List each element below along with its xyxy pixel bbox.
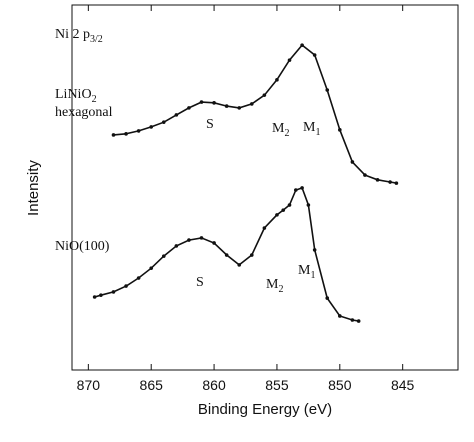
- x-tick-label: 850: [328, 377, 352, 393]
- data-point: [281, 208, 286, 212]
- annotation-subscript: 2: [278, 284, 283, 295]
- data-point: [124, 284, 128, 288]
- data-point: [187, 106, 191, 110]
- data-point: [350, 160, 355, 164]
- spectrum-fit: [94, 186, 359, 322]
- annotation-text: M: [266, 277, 279, 292]
- data-point: [237, 263, 242, 267]
- data-point: [325, 88, 330, 92]
- annotation-text: LiNiO: [55, 87, 92, 102]
- data-point: [149, 125, 154, 129]
- data-point: [224, 253, 229, 257]
- data-point: [149, 266, 154, 270]
- annotation-text: hexagonal: [55, 105, 113, 120]
- annotation-text: S: [196, 275, 204, 290]
- data-point: [161, 120, 166, 124]
- data-point: [212, 101, 216, 105]
- data-point: [306, 203, 311, 207]
- annotation-text: M: [303, 120, 316, 135]
- data-point: [350, 318, 355, 322]
- annotation: M1: [303, 120, 320, 138]
- annotation-subscript: 3/2: [90, 34, 103, 45]
- spectrum-fit: [113, 43, 397, 184]
- data-point: [249, 253, 254, 257]
- data-point: [312, 248, 317, 252]
- annotation-text: M: [272, 121, 285, 136]
- data-point: [249, 102, 254, 106]
- annotation: hexagonal: [55, 105, 113, 120]
- data-point: [99, 293, 103, 297]
- data-point: [388, 180, 392, 184]
- annotation-text: S: [206, 117, 214, 132]
- data-point: [111, 133, 116, 137]
- annotation-subscript: 2: [284, 128, 289, 139]
- data-point: [338, 128, 342, 132]
- annotation: M2: [272, 121, 289, 139]
- x-tick-label: 870: [77, 377, 101, 393]
- x-tick-label: 845: [391, 377, 415, 393]
- data-point: [174, 113, 179, 117]
- annotation: M2: [266, 277, 283, 295]
- data-point: [212, 241, 216, 245]
- x-tick-label: 865: [140, 377, 164, 393]
- data-point: [199, 100, 204, 104]
- data-point: [136, 129, 141, 133]
- data-point: [325, 296, 330, 300]
- data-point: [375, 178, 380, 182]
- data-point: [300, 186, 304, 190]
- data-point: [262, 93, 267, 97]
- data-point: [237, 106, 242, 110]
- annotation: M1: [298, 263, 315, 281]
- x-axis-label: Binding Energy (eV): [198, 401, 332, 418]
- data-point: [199, 236, 204, 240]
- data-point: [262, 226, 267, 230]
- data-point: [275, 213, 279, 217]
- data-point: [92, 295, 97, 299]
- annotation-subscript: 1: [310, 270, 315, 281]
- annotation-text: NiO(100): [55, 239, 110, 254]
- data-point: [300, 43, 304, 47]
- data-point: [174, 244, 179, 248]
- data-point: [363, 173, 367, 177]
- annotation: NiO(100): [55, 239, 110, 254]
- annotation: S: [196, 275, 204, 290]
- data-point: [338, 314, 342, 318]
- data-point: [356, 319, 361, 323]
- annotation: Ni 2 p3/2: [55, 27, 103, 45]
- plot-frame: [71, 4, 459, 371]
- data-point: [394, 181, 399, 185]
- data-point: [294, 188, 298, 192]
- y-axis-label: Intensity: [25, 160, 42, 216]
- data-point: [287, 58, 292, 62]
- annotation: LiNiO2: [55, 87, 97, 105]
- x-tick-label: 860: [202, 377, 226, 393]
- data-point: [312, 53, 317, 57]
- annotation: S: [206, 117, 214, 132]
- annotation-subscript: 2: [92, 94, 97, 105]
- data-point: [111, 290, 116, 294]
- data-point: [161, 254, 166, 258]
- data-point: [275, 78, 279, 82]
- annotation-text: Ni 2 p: [55, 27, 90, 42]
- annotation-subscript: 1: [315, 127, 320, 138]
- data-point: [287, 203, 292, 207]
- data-point: [124, 132, 128, 136]
- data-point: [136, 276, 141, 280]
- x-tick-label: 855: [265, 377, 289, 393]
- data-point: [224, 104, 229, 108]
- data-point: [187, 238, 191, 242]
- annotation-text: M: [298, 263, 311, 278]
